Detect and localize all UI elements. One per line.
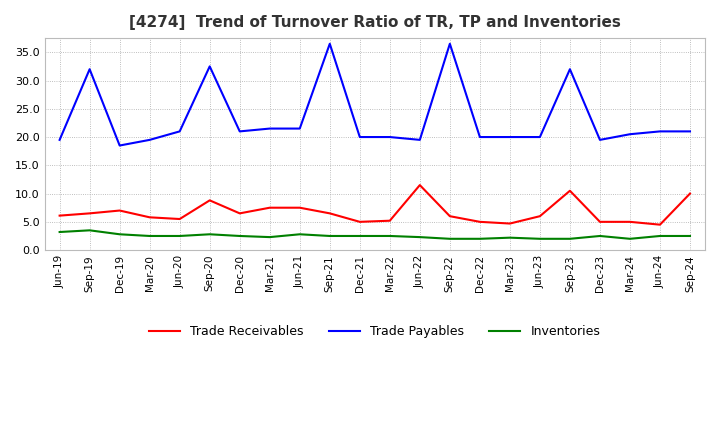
Trade Receivables <box>505 221 514 226</box>
Inventories <box>505 235 514 240</box>
Trade Receivables <box>415 183 424 188</box>
Trade Payables <box>85 66 94 72</box>
Trade Receivables <box>145 215 154 220</box>
Trade Payables <box>566 66 575 72</box>
Trade Payables <box>536 134 544 139</box>
Trade Payables <box>145 137 154 143</box>
Trade Receivables <box>295 205 304 210</box>
Trade Receivables <box>325 211 334 216</box>
Title: [4274]  Trend of Turnover Ratio of TR, TP and Inventories: [4274] Trend of Turnover Ratio of TR, TP… <box>129 15 621 30</box>
Inventories <box>415 235 424 240</box>
Trade Receivables <box>205 198 214 203</box>
Trade Receivables <box>656 222 665 227</box>
Inventories <box>266 235 274 240</box>
Trade Receivables <box>446 213 454 219</box>
Inventories <box>385 233 394 238</box>
Trade Receivables <box>385 218 394 224</box>
Trade Payables <box>55 137 64 143</box>
Inventories <box>356 233 364 238</box>
Trade Payables <box>505 134 514 139</box>
Trade Receivables <box>176 216 184 222</box>
Trade Payables <box>475 134 484 139</box>
Trade Receivables <box>685 191 694 196</box>
Trade Payables <box>385 134 394 139</box>
Inventories <box>626 236 634 242</box>
Trade Receivables <box>595 219 604 224</box>
Trade Payables <box>656 129 665 134</box>
Inventories <box>566 236 575 242</box>
Trade Payables <box>266 126 274 131</box>
Trade Receivables <box>566 188 575 194</box>
Inventories <box>235 233 244 238</box>
Trade Payables <box>325 41 334 46</box>
Trade Receivables <box>536 213 544 219</box>
Trade Payables <box>176 129 184 134</box>
Inventories <box>446 236 454 242</box>
Trade Receivables <box>475 219 484 224</box>
Trade Receivables <box>55 213 64 218</box>
Inventories <box>685 233 694 238</box>
Line: Inventories: Inventories <box>60 230 690 239</box>
Trade Receivables <box>356 219 364 224</box>
Trade Receivables <box>85 211 94 216</box>
Trade Payables <box>235 129 244 134</box>
Trade Payables <box>356 134 364 139</box>
Inventories <box>595 233 604 238</box>
Inventories <box>325 233 334 238</box>
Inventories <box>475 236 484 242</box>
Trade Receivables <box>626 219 634 224</box>
Trade Payables <box>415 137 424 143</box>
Trade Receivables <box>115 208 124 213</box>
Trade Payables <box>685 129 694 134</box>
Inventories <box>55 229 64 235</box>
Inventories <box>536 236 544 242</box>
Trade Payables <box>446 41 454 46</box>
Inventories <box>85 227 94 233</box>
Trade Payables <box>626 132 634 137</box>
Inventories <box>656 233 665 238</box>
Inventories <box>295 231 304 237</box>
Trade Payables <box>115 143 124 148</box>
Line: Trade Receivables: Trade Receivables <box>60 185 690 225</box>
Trade Payables <box>295 126 304 131</box>
Trade Receivables <box>235 211 244 216</box>
Legend: Trade Receivables, Trade Payables, Inventories: Trade Receivables, Trade Payables, Inven… <box>144 320 606 343</box>
Inventories <box>115 231 124 237</box>
Inventories <box>205 231 214 237</box>
Trade Payables <box>595 137 604 143</box>
Trade Payables <box>205 64 214 69</box>
Line: Trade Payables: Trade Payables <box>60 44 690 146</box>
Inventories <box>145 233 154 238</box>
Inventories <box>176 233 184 238</box>
Trade Receivables <box>266 205 274 210</box>
